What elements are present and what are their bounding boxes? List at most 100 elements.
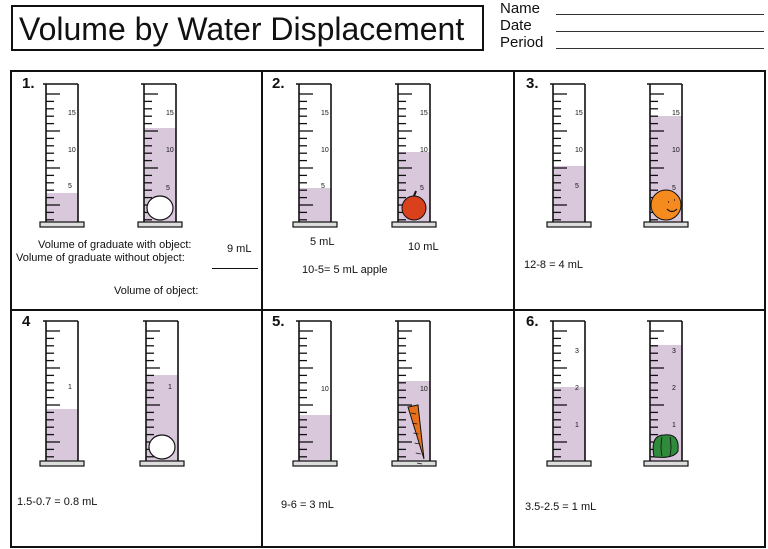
pepper-ridge-icon — [660, 436, 672, 457]
period-label: Period — [500, 34, 544, 51]
cylinder-outline — [395, 320, 431, 461]
scale-label: 10 — [420, 386, 428, 393]
scale-label: 5 — [68, 183, 72, 190]
carrot-icon — [407, 404, 425, 460]
page-title: Volume by Water Displacement — [19, 11, 465, 47]
scale-label: 10 — [575, 147, 583, 154]
cylinder-outline — [296, 320, 332, 461]
graduated-cylinder-with-object: 3 2 1 — [643, 320, 689, 467]
reading-with-object: 10 mL — [408, 241, 439, 253]
scale-label: 1 — [68, 384, 72, 391]
scale-label: 15 — [672, 110, 680, 117]
graduated-cylinder-without-object: 15 10 5 — [39, 83, 85, 228]
apple-icon — [401, 195, 427, 221]
date-label: Date — [500, 17, 532, 34]
graduated-cylinder-without-object: 10 — [292, 320, 338, 467]
date-field[interactable]: Date — [500, 17, 768, 34]
scale-label: 10 — [672, 147, 680, 154]
carrot-line-icon — [412, 422, 418, 425]
problem-number: 5. — [272, 313, 285, 330]
answer-line[interactable] — [212, 268, 258, 269]
problem-number: 1. — [22, 75, 35, 92]
scale-label: 5 — [672, 185, 676, 192]
green-pepper-icon — [652, 434, 679, 458]
answer-text: 10-5= 5 mL apple — [302, 264, 388, 276]
graduated-cylinder-without-object: 15 10 5 — [546, 83, 592, 228]
graduated-cylinder-with-object: 15 10 5 — [137, 83, 183, 228]
cylinder-outline — [647, 320, 683, 461]
scale-label: 2 — [575, 385, 579, 392]
cylinder-base — [546, 221, 592, 228]
answer-volume-with-object: 9 mL — [227, 243, 252, 255]
scale-label: 2 — [672, 385, 676, 392]
scale-label: 15 — [166, 110, 174, 117]
name-line[interactable] — [556, 14, 764, 15]
scale-label: 5 — [420, 185, 424, 192]
scale-label: 3 — [672, 348, 676, 355]
period-field[interactable]: Period — [500, 34, 768, 51]
egg-icon — [146, 195, 174, 221]
graduated-cylinder-with-object: 10 — [391, 320, 437, 467]
cylinder-base — [292, 221, 338, 228]
scale-label: 10 — [321, 147, 329, 154]
cylinder-base — [546, 460, 592, 467]
cylinder-base — [39, 221, 85, 228]
water-level — [553, 166, 585, 222]
scale-label: 5 — [321, 183, 325, 190]
apple-stem-icon — [413, 190, 417, 197]
answer-text: 9-6 = 3 mL — [281, 499, 334, 511]
orange-icon — [650, 189, 682, 221]
name-label: Name — [500, 0, 541, 17]
scale-label: 10 — [321, 386, 329, 393]
period-line[interactable] — [556, 48, 764, 49]
scale-label: 15 — [68, 110, 76, 117]
grid-divider — [10, 309, 766, 311]
cylinder-base — [292, 460, 338, 467]
cylinder-base — [643, 221, 689, 228]
carrot-line-icon — [416, 462, 423, 465]
water-level — [299, 415, 331, 461]
student-info-fields: Name Date Period — [500, 0, 768, 51]
carrot-line-icon — [413, 432, 419, 435]
scale-label: 10 — [166, 147, 174, 154]
carrot-line-icon — [410, 412, 417, 415]
cylinder-base — [391, 460, 437, 467]
cylinder-outline — [143, 320, 179, 461]
scale-label: 1 — [575, 422, 579, 429]
problem-number: 3. — [526, 75, 539, 92]
cylinder-base — [139, 460, 185, 467]
name-field[interactable]: Name — [500, 0, 768, 17]
scale-label: 15 — [575, 110, 583, 117]
answer-text: 1.5-0.7 = 0.8 mL — [17, 496, 98, 508]
smiley-face-icon — [666, 199, 678, 213]
scale-label: 15 — [420, 110, 428, 117]
scale-label: 10 — [420, 147, 428, 154]
graduated-cylinder-without-object: 3 2 1 — [546, 320, 592, 467]
cylinder-outline — [550, 320, 586, 461]
cylinder-outline — [43, 320, 79, 461]
graduated-cylinder-without-object: 15 10 5 — [292, 83, 338, 228]
scale-label: 1 — [672, 422, 676, 429]
problem-number: 4 — [22, 313, 31, 330]
problem-number: 6. — [526, 313, 539, 330]
title-box: Volume by Water Displacement — [11, 5, 484, 51]
scale-label: 5 — [575, 183, 579, 190]
graduated-cylinder-with-object: 1 — [139, 320, 185, 467]
graduated-cylinder-with-object: 15 10 5 — [391, 83, 437, 228]
scale-label: 5 — [166, 185, 170, 192]
egg-icon — [148, 434, 176, 460]
prompt-volume-without-object: Volume of graduate without object: — [16, 252, 185, 264]
scale-label: 10 — [68, 147, 76, 154]
date-line[interactable] — [556, 31, 764, 32]
prompt-volume-with-object: Volume of graduate with object: — [38, 239, 192, 251]
cylinder-base — [39, 460, 85, 467]
answer-text: 12-8 = 4 mL — [524, 259, 584, 271]
graduated-cylinder-with-object: 15 10 5 — [643, 83, 689, 228]
water-level — [553, 387, 585, 461]
prompt-volume-of-object: Volume of object: — [114, 285, 199, 297]
problem-number: 2. — [272, 75, 285, 92]
cylinder-base — [643, 460, 689, 467]
scale-label: 3 — [575, 348, 579, 355]
cylinder-base — [137, 221, 183, 228]
carrot-line-icon — [415, 452, 421, 455]
